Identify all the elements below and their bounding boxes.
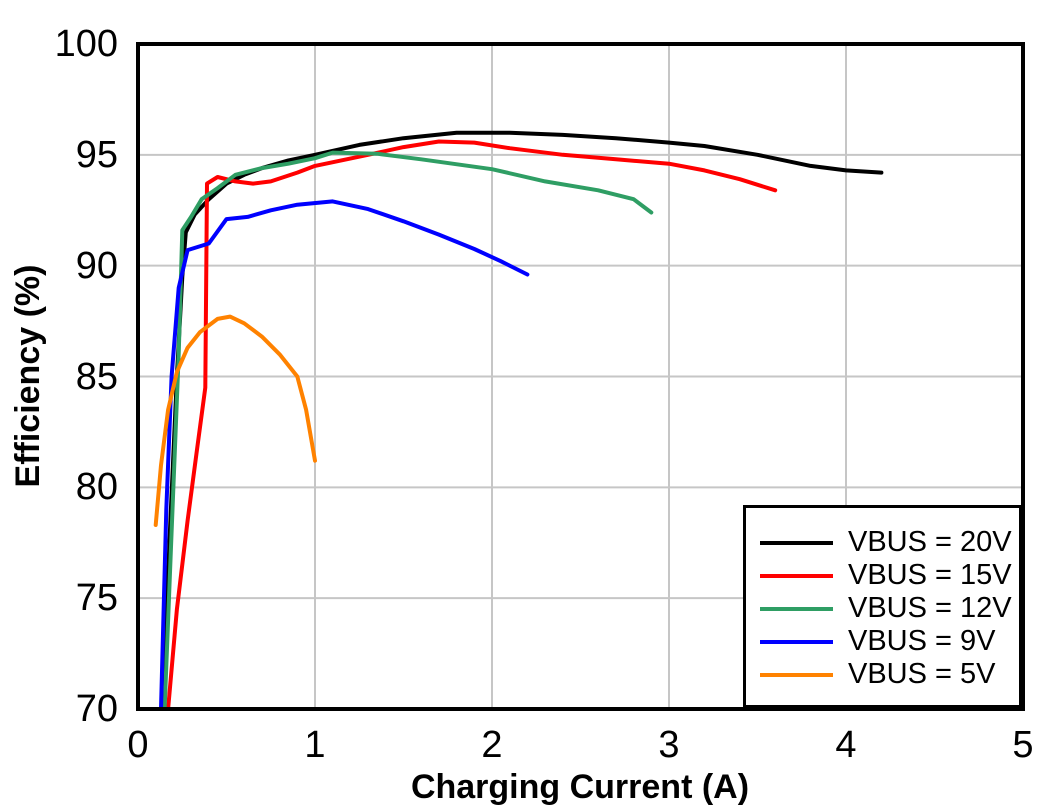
y-tick-label: 95 (75, 133, 118, 176)
legend-item: VBUS = 15V (760, 559, 1019, 592)
legend-item: VBUS = 20V (760, 526, 1019, 559)
series-line-vbus-9v (159, 199, 530, 711)
y-tick-label: 100 (54, 23, 118, 65)
y-tick-label: 75 (75, 577, 118, 620)
x-tick-label: 0 (127, 724, 149, 766)
legend-label: VBUS = 12V (848, 592, 1012, 624)
y-tick-label: 90 (75, 244, 118, 287)
legend: VBUS = 20V VBUS = 15V VBUS = 12V VBUS = 9V V… (743, 505, 1022, 708)
legend-item: VBUS = 5V (760, 658, 1019, 691)
legend-item: VBUS = 12V (760, 592, 1019, 625)
legend-label: VBUS = 5V (848, 658, 996, 690)
legend-line-swatch (760, 639, 833, 644)
series-line-vbus-15v (166, 139, 778, 711)
x-tick-label: 5 (1012, 724, 1034, 766)
y-tick-label: 70 (75, 688, 118, 730)
legend-item: VBUS = 9V (760, 625, 1019, 658)
x-tick-label: 4 (835, 724, 857, 766)
x-tick-label: 3 (658, 724, 680, 766)
legend-line-swatch (760, 540, 833, 545)
legend-label: VBUS = 20V (848, 526, 1012, 558)
x-tick-label: 2 (481, 724, 503, 766)
series-line-vbus-12v (162, 150, 654, 711)
legend-line-swatch (760, 573, 833, 578)
legend-line-swatch (760, 672, 833, 677)
legend-label: VBUS = 9V (848, 625, 996, 657)
x-axis-title: Charging Current (A) (410, 768, 750, 806)
x-tick-label: 1 (304, 724, 326, 766)
plot-frame (136, 42, 1025, 711)
y-tick-label: 85 (75, 355, 118, 398)
y-axis-title: Efficiency (%) (9, 264, 47, 488)
legend-label: VBUS = 15V (848, 559, 1012, 591)
y-tick-label: 80 (75, 466, 118, 509)
legend-line-swatch (760, 606, 833, 611)
series-line-vbus-5v (153, 314, 317, 527)
series-curves (153, 130, 884, 711)
series-line-vbus-20v (160, 130, 884, 711)
